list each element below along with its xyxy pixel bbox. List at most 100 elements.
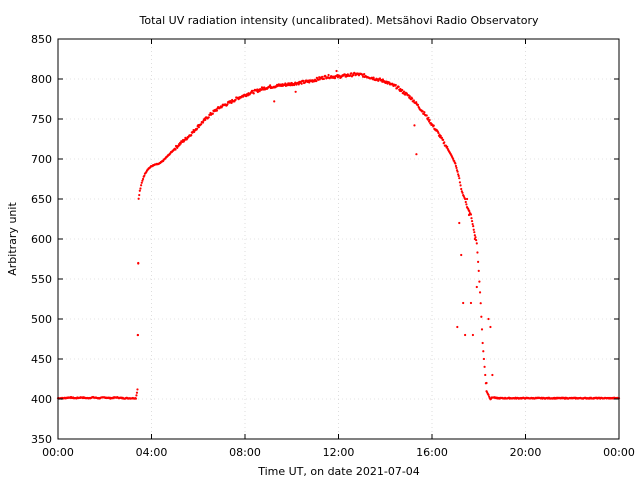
outlier-point (458, 221, 461, 225)
data-point (423, 111, 426, 114)
outlier-point (462, 301, 465, 305)
data-point (428, 118, 431, 122)
data-point (321, 75, 324, 78)
data-point (215, 109, 219, 112)
y-tick-label: 550 (31, 273, 52, 286)
data-point (484, 373, 487, 377)
outlier-point (471, 333, 475, 337)
y-tick-label: 750 (31, 113, 52, 126)
outlier-point (475, 285, 478, 289)
data-point (473, 231, 476, 234)
y-tick-label: 500 (31, 313, 52, 326)
x-tick-label: 04:00 (136, 446, 168, 459)
data-point (421, 110, 424, 113)
data-point (432, 124, 435, 127)
y-tick-label: 400 (31, 393, 52, 406)
outlier-point (464, 333, 467, 337)
outlier-point (294, 90, 297, 93)
data-point (286, 84, 289, 87)
data-point (440, 136, 444, 139)
x-tick-label: 12:00 (323, 446, 355, 459)
data-point (401, 88, 404, 92)
data-point (451, 157, 455, 160)
y-tick-label: 600 (31, 233, 52, 246)
grid-lines (58, 39, 619, 439)
data-point (378, 77, 382, 80)
data-point (446, 145, 449, 148)
data-point (464, 197, 467, 201)
outlier-point (413, 124, 416, 127)
data-point (262, 88, 265, 91)
x-tick-label: 00:00 (42, 446, 74, 459)
data-point (402, 90, 406, 93)
data-point (477, 269, 480, 272)
data-point (480, 315, 483, 318)
data-point (234, 98, 237, 101)
data-point (461, 191, 464, 194)
data-point (427, 116, 430, 119)
data-point (141, 179, 144, 182)
data-point (139, 187, 142, 190)
data-point (458, 181, 462, 184)
data-points (56, 69, 621, 401)
data-point (138, 189, 141, 192)
data-point (476, 251, 479, 254)
data-point (363, 72, 366, 76)
outlier-point (485, 381, 488, 385)
data-point (481, 341, 484, 345)
data-point (411, 97, 414, 100)
outlier-point (473, 237, 476, 241)
outlier-point (489, 325, 492, 329)
data-point (482, 357, 486, 361)
data-point (361, 75, 365, 78)
data-point (269, 84, 272, 87)
data-point (462, 195, 465, 198)
data-point (465, 203, 468, 206)
data-point (416, 103, 420, 106)
data-point (470, 219, 474, 223)
data-point (442, 138, 445, 141)
data-point (415, 101, 418, 104)
outlier-point (137, 261, 140, 265)
data-point (471, 222, 474, 226)
chart-title: Total UV radiation intensity (uncalibrat… (139, 14, 539, 27)
outlier-point (467, 213, 471, 217)
data-point (456, 170, 459, 173)
data-point (140, 184, 143, 187)
data-point (245, 95, 248, 98)
data-point (457, 174, 460, 178)
data-point (308, 81, 311, 84)
data-point (426, 118, 430, 121)
data-point (137, 197, 140, 200)
data-point (352, 74, 355, 77)
outlier-point (465, 197, 469, 201)
axis-ticks: 00:00 04:00 08:00 12:00 16:00 20:00 00:0035040… (31, 33, 635, 459)
y-axis-label: Arbitrary unit (6, 202, 19, 276)
data-point (327, 73, 330, 77)
data-point (251, 89, 254, 93)
data-point (195, 127, 199, 130)
data-point (140, 181, 143, 184)
data-point (197, 126, 200, 129)
data-point (300, 82, 303, 85)
outlier-point (487, 317, 490, 321)
data-point (201, 121, 205, 124)
data-point (459, 184, 462, 187)
data-point (200, 123, 203, 126)
data-point (135, 394, 138, 397)
outlier-point (136, 333, 139, 337)
data-point (479, 302, 482, 305)
y-tick-label: 850 (31, 33, 52, 46)
outlier-point (335, 69, 338, 73)
data-point (480, 328, 484, 331)
data-point (204, 118, 207, 121)
data-point (478, 280, 481, 283)
data-point (477, 260, 480, 263)
x-axis-label: Time UT, on date 2021-07-04 (257, 465, 420, 478)
data-point (472, 228, 475, 231)
data-point (454, 162, 457, 165)
data-point (174, 148, 177, 151)
data-point (397, 85, 400, 88)
